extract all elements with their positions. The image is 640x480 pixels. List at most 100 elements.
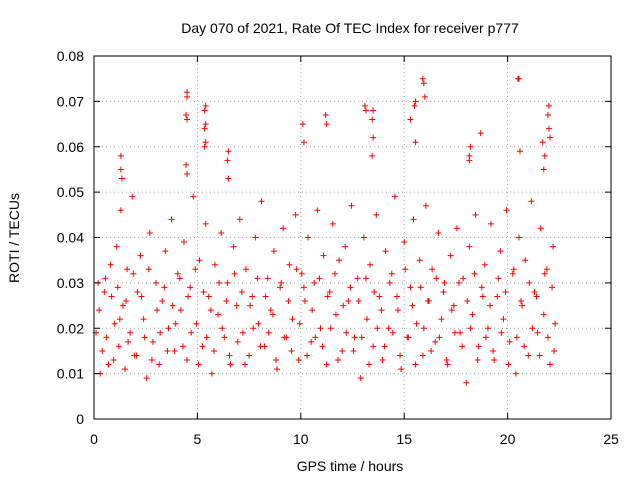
data-point [208, 370, 215, 377]
data-point [355, 298, 362, 305]
data-point [358, 334, 365, 341]
data-point [300, 139, 307, 146]
data-point [103, 334, 110, 341]
data-point [340, 302, 347, 309]
data-point [411, 102, 418, 109]
data-point [533, 293, 540, 300]
data-point [540, 311, 547, 318]
data-point [405, 334, 412, 341]
data-point [308, 338, 315, 345]
data-point [200, 288, 207, 295]
x-tick-label: 0 [90, 431, 98, 447]
data-point [125, 338, 132, 345]
data-point [457, 329, 464, 336]
data-point [471, 270, 478, 277]
data-point [176, 275, 183, 282]
data-point [252, 234, 259, 241]
data-point [203, 334, 210, 341]
data-point [409, 302, 416, 309]
data-point [456, 279, 463, 286]
data-point [127, 329, 134, 336]
data-point [149, 338, 156, 345]
x-tick-label: 10 [293, 431, 309, 447]
data-point [162, 248, 169, 255]
data-point [304, 352, 311, 359]
data-point [179, 343, 186, 350]
data-point [360, 234, 367, 241]
data-points [93, 75, 559, 386]
data-point [386, 279, 393, 286]
data-point [286, 261, 293, 268]
data-point [311, 279, 318, 286]
data-point [231, 270, 238, 277]
data-point [270, 248, 277, 255]
data-point [265, 329, 272, 336]
data-point [174, 270, 181, 277]
data-point [172, 320, 179, 327]
data-point [177, 307, 184, 314]
data-point [362, 107, 369, 114]
data-point [320, 252, 327, 259]
data-point [466, 243, 473, 250]
data-point [389, 329, 396, 336]
data-point [99, 347, 106, 354]
data-point [545, 102, 552, 109]
data-point [215, 311, 222, 318]
data-point [393, 293, 400, 300]
data-point [497, 248, 504, 255]
data-point [543, 266, 550, 273]
data-point [288, 347, 295, 354]
data-point [459, 343, 466, 350]
data-point [531, 288, 538, 295]
data-point [224, 279, 231, 286]
data-point [159, 298, 166, 305]
data-point [417, 284, 424, 291]
data-point [221, 334, 228, 341]
data-point [277, 284, 284, 291]
data-point [397, 352, 404, 359]
data-point [436, 334, 443, 341]
data-point [412, 361, 419, 368]
data-point [238, 288, 245, 295]
data-point [133, 352, 140, 359]
data-point [207, 307, 214, 314]
data-point [285, 298, 292, 305]
data-point [502, 288, 509, 295]
y-tick-label: 0.01 [57, 366, 84, 382]
data-point [233, 302, 240, 309]
data-point [382, 248, 389, 255]
y-tick-label: 0.02 [57, 320, 84, 336]
data-point [416, 257, 423, 264]
data-point [512, 370, 519, 377]
data-point [101, 288, 108, 295]
data-point [534, 329, 541, 336]
data-point [202, 121, 209, 128]
data-point [295, 357, 302, 364]
data-point [218, 229, 225, 236]
data-point [370, 107, 377, 114]
data-point [420, 325, 427, 332]
data-point [545, 125, 552, 132]
data-point [422, 202, 429, 209]
y-tick-label: 0.07 [57, 93, 84, 109]
chart-title: Day 070 of 2021, Rate Of TEC Index for r… [181, 20, 519, 36]
data-point [421, 93, 428, 100]
data-point [495, 275, 502, 282]
data-point [211, 261, 218, 268]
data-point [540, 166, 547, 173]
data-point [141, 334, 148, 341]
data-point [305, 234, 312, 241]
data-point [336, 257, 343, 264]
y-tick-label: 0.08 [57, 48, 84, 64]
data-point [407, 284, 414, 291]
data-point [369, 152, 376, 159]
data-point [309, 307, 316, 314]
x-tick-label: 5 [194, 431, 202, 447]
data-point [223, 298, 230, 305]
y-tick-label: 0.04 [57, 230, 84, 246]
data-point [293, 266, 300, 273]
y-tick-label: 0 [76, 411, 84, 427]
data-point [410, 216, 417, 223]
data-point [123, 298, 130, 305]
